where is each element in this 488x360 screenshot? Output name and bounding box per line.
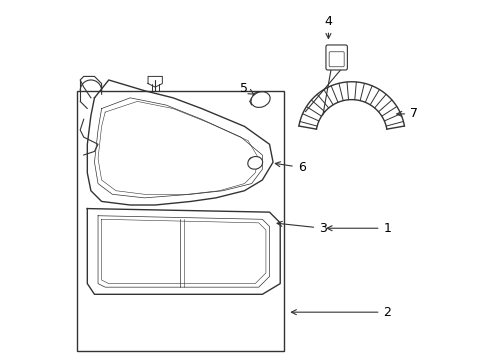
Text: 3: 3 — [277, 221, 326, 235]
Bar — [77, 91, 283, 351]
FancyBboxPatch shape — [325, 45, 346, 70]
Ellipse shape — [250, 92, 269, 107]
Text: 5: 5 — [240, 82, 253, 95]
Text: 4: 4 — [324, 14, 332, 39]
Ellipse shape — [247, 157, 262, 169]
Text: 1: 1 — [326, 222, 390, 235]
Text: 6: 6 — [275, 161, 305, 174]
Text: 7: 7 — [396, 107, 417, 120]
Text: 2: 2 — [291, 306, 390, 319]
FancyBboxPatch shape — [328, 52, 344, 67]
